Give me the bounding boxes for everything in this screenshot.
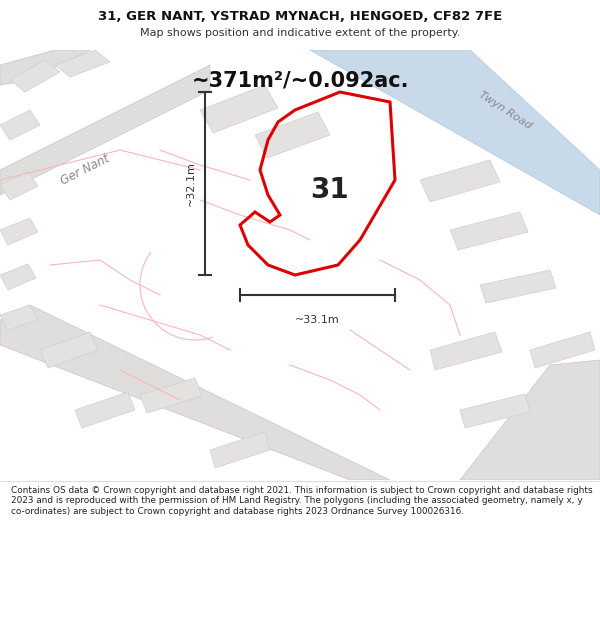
Text: ~33.1m: ~33.1m: [295, 315, 340, 325]
Polygon shape: [0, 305, 390, 480]
Text: Twyn Road: Twyn Road: [477, 89, 533, 131]
Polygon shape: [480, 270, 556, 303]
Polygon shape: [460, 394, 530, 428]
Polygon shape: [0, 264, 36, 290]
Polygon shape: [10, 60, 60, 92]
Text: Contains OS data © Crown copyright and database right 2021. This information is : Contains OS data © Crown copyright and d…: [11, 486, 592, 516]
Polygon shape: [0, 110, 40, 140]
Polygon shape: [430, 332, 502, 370]
Polygon shape: [0, 305, 38, 330]
Polygon shape: [55, 50, 110, 77]
Polygon shape: [0, 65, 210, 195]
Text: 31: 31: [311, 176, 349, 204]
Polygon shape: [460, 360, 600, 480]
Text: 31, GER NANT, YSTRAD MYNACH, HENGOED, CF82 7FE: 31, GER NANT, YSTRAD MYNACH, HENGOED, CF…: [98, 10, 502, 23]
Polygon shape: [0, 172, 38, 200]
Text: Ger Nant: Ger Nant: [58, 152, 112, 188]
Text: ~32.1m: ~32.1m: [186, 161, 196, 206]
Polygon shape: [255, 112, 330, 158]
Polygon shape: [450, 212, 528, 250]
Polygon shape: [200, 85, 278, 133]
Polygon shape: [75, 392, 135, 428]
Polygon shape: [420, 160, 500, 202]
Polygon shape: [0, 218, 38, 245]
Text: ~371m²/~0.092ac.: ~371m²/~0.092ac.: [191, 70, 409, 90]
Polygon shape: [310, 50, 600, 215]
Text: Map shows position and indicative extent of the property.: Map shows position and indicative extent…: [140, 28, 460, 38]
Polygon shape: [0, 50, 90, 85]
Polygon shape: [530, 332, 595, 368]
Polygon shape: [40, 332, 98, 368]
Polygon shape: [210, 432, 270, 468]
Polygon shape: [140, 378, 202, 413]
